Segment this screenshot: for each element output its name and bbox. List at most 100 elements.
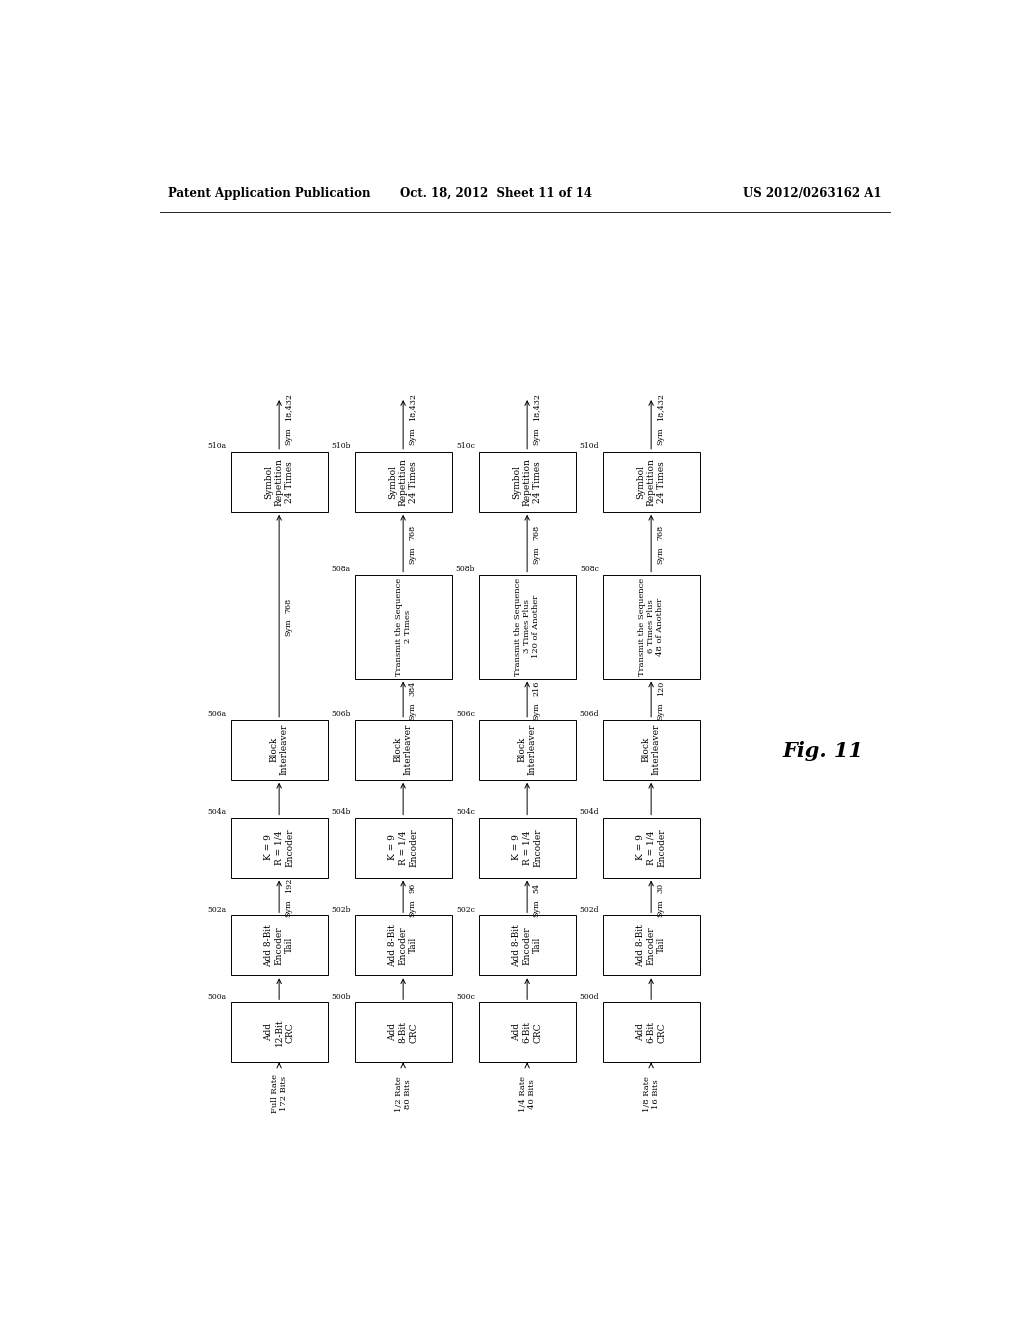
Text: 500a: 500a: [208, 993, 226, 1001]
Bar: [230, 1002, 328, 1063]
Text: Symbol
Repetition
24 Times: Symbol Repetition 24 Times: [512, 458, 542, 506]
Text: 504c: 504c: [456, 808, 475, 816]
Text: Add
6-Bit
CRC: Add 6-Bit CRC: [636, 1022, 666, 1043]
Text: Sym: Sym: [409, 546, 417, 564]
Text: K = 9
R = 1/4
Encoder: K = 9 R = 1/4 Encoder: [264, 828, 294, 867]
Text: K = 9
R = 1/4
Encoder: K = 9 R = 1/4 Encoder: [388, 828, 418, 867]
Bar: [354, 719, 452, 780]
Text: Sym: Sym: [656, 899, 665, 917]
Text: Symbol
Repetition
24 Times: Symbol Repetition 24 Times: [388, 458, 418, 506]
Text: Add
12-Bit
CRC: Add 12-Bit CRC: [264, 1019, 294, 1047]
Text: 384: 384: [409, 681, 417, 696]
Text: 768: 768: [409, 525, 417, 540]
Text: 508c: 508c: [580, 565, 599, 573]
Text: 510d: 510d: [580, 442, 599, 450]
Text: Sym: Sym: [285, 428, 293, 445]
Text: 502b: 502b: [332, 906, 351, 913]
Bar: [478, 574, 575, 678]
Text: Sym: Sym: [656, 546, 665, 564]
Text: Add 8-Bit
Encoder
Tail: Add 8-Bit Encoder Tail: [388, 924, 418, 966]
Text: Sym: Sym: [656, 702, 665, 719]
Bar: [230, 451, 328, 512]
Text: US 2012/0263162 A1: US 2012/0263162 A1: [742, 186, 882, 199]
Text: Transmit the Sequence
6 Times Plus
48 of Another: Transmit the Sequence 6 Times Plus 48 of…: [638, 577, 665, 676]
Bar: [603, 817, 699, 878]
Bar: [230, 915, 328, 975]
Bar: [603, 451, 699, 512]
Text: Sym: Sym: [656, 428, 665, 445]
Text: 500d: 500d: [580, 993, 599, 1001]
Text: Block
Interleaver: Block Interleaver: [393, 725, 413, 775]
Text: 510b: 510b: [332, 442, 351, 450]
Text: Sym: Sym: [409, 702, 417, 719]
Bar: [354, 451, 452, 512]
Bar: [354, 817, 452, 878]
Text: 18,432: 18,432: [656, 393, 665, 421]
Bar: [354, 1002, 452, 1063]
Bar: [478, 719, 575, 780]
Text: Add 8-Bit
Encoder
Tail: Add 8-Bit Encoder Tail: [512, 924, 542, 966]
Text: Patent Application Publication: Patent Application Publication: [168, 186, 371, 199]
Text: Fig. 11: Fig. 11: [783, 742, 864, 762]
Text: Transmit the Sequence
3 Times Plus
120 of Another: Transmit the Sequence 3 Times Plus 120 o…: [514, 577, 541, 676]
Bar: [603, 1002, 699, 1063]
Text: 18,432: 18,432: [409, 393, 417, 421]
Text: 768: 768: [532, 525, 541, 540]
Text: Transmit the Sequence
2 Times: Transmit the Sequence 2 Times: [394, 577, 412, 676]
Text: Oct. 18, 2012  Sheet 11 of 14: Oct. 18, 2012 Sheet 11 of 14: [400, 186, 592, 199]
Text: Sym: Sym: [409, 428, 417, 445]
Text: 510a: 510a: [208, 442, 226, 450]
Text: 502c: 502c: [456, 906, 475, 913]
Text: 54: 54: [532, 883, 541, 894]
Text: Block
Interleaver: Block Interleaver: [269, 725, 289, 775]
Text: 506b: 506b: [332, 710, 351, 718]
Bar: [603, 915, 699, 975]
Text: Sym: Sym: [532, 428, 541, 445]
Bar: [478, 1002, 575, 1063]
Text: Block
Interleaver: Block Interleaver: [641, 725, 660, 775]
Text: Add
8-Bit
CRC: Add 8-Bit CRC: [388, 1022, 418, 1043]
Text: 508a: 508a: [332, 565, 351, 573]
Text: Sym: Sym: [285, 619, 293, 636]
Text: 504a: 504a: [208, 808, 226, 816]
Bar: [354, 574, 452, 678]
Text: 768: 768: [285, 598, 293, 612]
Bar: [230, 817, 328, 878]
Bar: [354, 915, 452, 975]
Bar: [230, 719, 328, 780]
Text: 508b: 508b: [456, 565, 475, 573]
Bar: [478, 915, 575, 975]
Bar: [603, 719, 699, 780]
Text: 506d: 506d: [580, 710, 599, 718]
Text: Sym: Sym: [409, 899, 417, 917]
Bar: [478, 817, 575, 878]
Text: 216: 216: [532, 681, 541, 696]
Text: 502d: 502d: [580, 906, 599, 913]
Text: 192: 192: [285, 878, 293, 894]
Text: 96: 96: [409, 883, 417, 894]
Text: 510c: 510c: [456, 442, 475, 450]
Text: Add
6-Bit
CRC: Add 6-Bit CRC: [512, 1022, 542, 1043]
Text: Sym: Sym: [532, 546, 541, 564]
Text: Full Rate
172 Bits: Full Rate 172 Bits: [270, 1074, 288, 1114]
Text: Block
Interleaver: Block Interleaver: [517, 725, 537, 775]
Text: Sym: Sym: [285, 899, 293, 917]
Text: 1/4 Rate
40 Bits: 1/4 Rate 40 Bits: [518, 1076, 536, 1111]
Text: Sym: Sym: [532, 702, 541, 719]
Text: 500b: 500b: [332, 993, 351, 1001]
Bar: [478, 451, 575, 512]
Text: 506a: 506a: [208, 710, 226, 718]
Text: 18,432: 18,432: [532, 393, 541, 421]
Text: 30: 30: [656, 883, 665, 894]
Text: 120: 120: [656, 681, 665, 696]
Text: K = 9
R = 1/4
Encoder: K = 9 R = 1/4 Encoder: [636, 828, 666, 867]
Text: K = 9
R = 1/4
Encoder: K = 9 R = 1/4 Encoder: [512, 828, 542, 867]
Text: 500c: 500c: [456, 993, 475, 1001]
Text: 18,432: 18,432: [285, 393, 293, 421]
Text: Symbol
Repetition
24 Times: Symbol Repetition 24 Times: [636, 458, 666, 506]
Text: Add 8-Bit
Encoder
Tail: Add 8-Bit Encoder Tail: [264, 924, 294, 966]
Text: 1/2 Rate
80 Bits: 1/2 Rate 80 Bits: [394, 1076, 412, 1111]
Text: Add 8-Bit
Encoder
Tail: Add 8-Bit Encoder Tail: [636, 924, 666, 966]
Text: 504d: 504d: [580, 808, 599, 816]
Bar: [603, 574, 699, 678]
